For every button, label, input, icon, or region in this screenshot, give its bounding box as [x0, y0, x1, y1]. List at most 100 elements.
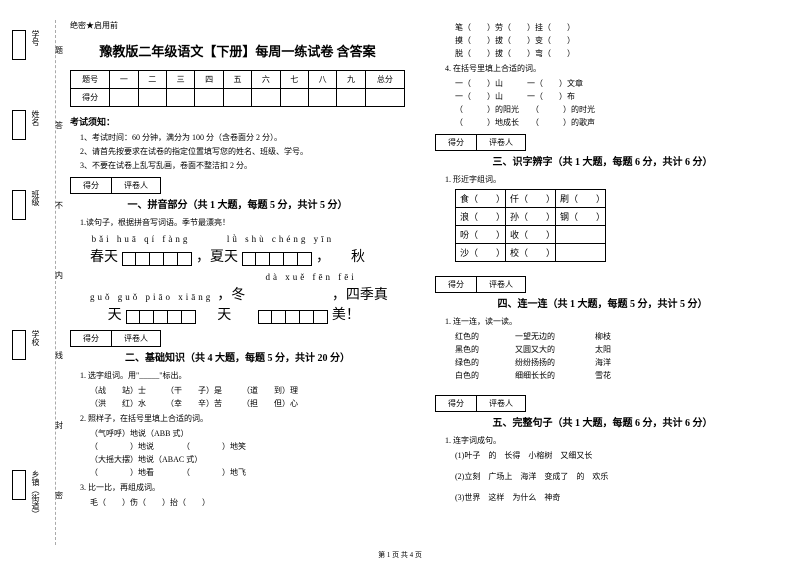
label-town: 乡镇（街道）	[30, 470, 41, 518]
option-line: （ ）地成长 （ ）的歌声	[435, 117, 770, 128]
cell: 浪（ ）	[456, 208, 506, 226]
th: 九	[337, 71, 365, 89]
text: 天	[108, 304, 122, 324]
char-boxes	[126, 310, 196, 324]
label-class: 班级	[30, 190, 41, 206]
grader-person: 评卷人	[477, 276, 526, 293]
grader-person: 评卷人	[112, 177, 161, 194]
cell: 钢（ ）	[556, 208, 606, 226]
margin-char: 题	[55, 45, 63, 56]
option-line: （洪 红）水 （幸 辛）苦 （担 但）心	[70, 398, 405, 409]
pinyin: dà xuě fēn fēi	[266, 272, 357, 282]
notice-head: 考试须知：	[70, 115, 405, 128]
section-3-title: 三、识字辨字（共 1 大题，每题 6 分，共计 6 分）	[435, 153, 770, 168]
grader-box: 得分 评卷人	[435, 134, 770, 151]
page-content: 绝密★启用前 豫教版二年级语文【下册】每周一练试卷 含答案 题号 一 二 三 四…	[0, 0, 800, 520]
match-row: 红色的一望无边的柳枝	[435, 331, 770, 342]
cell: 吩（ ）	[456, 226, 506, 244]
th: 七	[280, 71, 308, 89]
option-line: （大摇大摆）地说（ABAC 式）	[70, 454, 405, 465]
text: 春天	[90, 246, 118, 266]
cell: 刷（ ）	[556, 190, 606, 208]
match-row: 白色的细细长长的雪花	[435, 370, 770, 381]
margin-char: 线	[55, 350, 63, 361]
match-row: 绿色的纷纷扬扬的海洋	[435, 357, 770, 368]
s4-q: 1. 连一连，读一读。	[435, 316, 770, 327]
right-column: 笔（ ）劳（ ）挂（ ） 摸（ ）拔（ ）变（ ） 脱（ ）拔（ ）弯（ ） 4…	[435, 20, 770, 510]
score-table: 题号 一 二 三 四 五 六 七 八 九 总分 得分	[70, 70, 405, 107]
s2-q2: 2. 照样子，在括号里填上合适的词。	[70, 413, 405, 424]
char-boxes	[122, 252, 192, 266]
exam-title: 豫教版二年级语文【下册】每周一练试卷 含答案	[70, 41, 405, 60]
pinyin: lǜ shù chéng yīn	[227, 234, 334, 244]
th: 一	[110, 71, 138, 89]
sentence-line: (3)世界 这样 为什么 神奇	[435, 492, 770, 503]
char-table: 食（ ）仟（ ）刷（ ） 浪（ ）孙（ ）钢（ ） 吩（ ）收（ ） 沙（ ）校…	[455, 189, 606, 262]
notice-item: 1、考试时间：60 分钟，满分为 100 分（含卷面分 2 分）。	[70, 132, 405, 143]
left-column: 绝密★启用前 豫教版二年级语文【下册】每周一练试卷 含答案 题号 一 二 三 四…	[70, 20, 405, 510]
box-name	[12, 110, 26, 140]
th: 总分	[365, 71, 404, 89]
option-line: 毛（ ）伤（ ）抬（ ）	[70, 497, 405, 508]
page-footer: 第 1 页 共 4 页	[0, 550, 800, 560]
th: 六	[252, 71, 280, 89]
section-4-title: 四、连一连（共 1 大题，每题 5 分，共计 5 分）	[435, 295, 770, 310]
pinyin-row-2: guǒ guǒ piāo xiāng 天 dà xuě fēn fēi ，冬天 …	[70, 272, 405, 324]
grader-person: 评卷人	[112, 330, 161, 347]
section-5-title: 五、完整句子（共 1 大题，每题 6 分，共计 6 分）	[435, 414, 770, 429]
cell: 孙（ ）	[506, 208, 556, 226]
cell: 沙（ ）	[456, 244, 506, 262]
margin-char: 内	[55, 270, 63, 281]
s1-question: 1.读句子，根据拼音写词语。季节最漂亮！	[70, 217, 405, 228]
grader-box: 得分 评卷人	[70, 177, 405, 194]
cell: 仟（ ）	[506, 190, 556, 208]
label-id: 学号	[30, 30, 41, 46]
grader-person: 评卷人	[477, 134, 526, 151]
th-score: 得分	[71, 89, 110, 107]
match-row: 黑色的又圆又大的太阳	[435, 344, 770, 355]
notice-item: 2、请首先按要求在试卷的指定位置填写您的姓名、班级、学号。	[70, 146, 405, 157]
option-line: 笔（ ）劳（ ）挂（ ）	[435, 22, 770, 33]
char-boxes	[242, 252, 312, 266]
grader-box: 得分 评卷人	[70, 330, 405, 347]
pinyin: guǒ guǒ piāo xiāng	[90, 292, 213, 302]
grader-score: 得分	[70, 330, 112, 347]
text: ，夏天	[196, 246, 238, 266]
box-class	[12, 190, 26, 220]
margin-char: 答	[55, 120, 63, 131]
text: ，四季真美！	[332, 284, 405, 324]
notice-item: 3、不要在试卷上乱写乱画，卷面不整洁扣 2 分。	[70, 160, 405, 171]
option-line: （ ）地说 （ ）地笑	[70, 441, 405, 452]
th: 二	[138, 71, 166, 89]
grader-score: 得分	[70, 177, 112, 194]
section-1-title: 一、拼音部分（共 1 大题，每题 5 分，共计 5 分）	[70, 196, 405, 211]
box-school	[12, 330, 26, 360]
box-id	[12, 30, 26, 60]
cell: 收（ ）	[506, 226, 556, 244]
text: ，冬天	[217, 284, 254, 324]
margin-char: 密	[55, 490, 63, 501]
pinyin: bǎi huā qí fàng	[92, 234, 191, 244]
margin-char: 不	[55, 200, 63, 211]
box-town	[12, 470, 26, 500]
option-line: （战 站）士 （干 子）是 （道 到）理	[70, 385, 405, 396]
s5-q: 1. 连字词成句。	[435, 435, 770, 446]
s3-q: 1. 形近字组词。	[435, 174, 770, 185]
section-2-title: 二、基础知识（共 4 大题，每题 5 分，共计 20 分）	[70, 349, 405, 364]
th: 五	[223, 71, 251, 89]
option-line: 一（ ）山 一（ ）文章	[435, 78, 770, 89]
option-line: （气呼呼）地说（ABB 式）	[70, 428, 405, 439]
th-num: 题号	[71, 71, 110, 89]
grader-box: 得分 评卷人	[435, 276, 770, 293]
text: ， 秋	[316, 246, 365, 266]
grader-score: 得分	[435, 395, 477, 412]
grader-score: 得分	[435, 134, 477, 151]
margin-char: 封	[55, 420, 63, 431]
s2-q4: 4. 在括号里填上合适的词。	[435, 63, 770, 74]
s2-q1: 1. 选字组词。用"_____"标出。	[70, 370, 405, 381]
option-line: 摸（ ）拔（ ）变（ ）	[435, 35, 770, 46]
th: 八	[308, 71, 336, 89]
binding-margin: 学号 题 姓名 答 班级 不 内 学校 线 封 乡镇（街道） 密	[10, 20, 60, 545]
option-line: 一（ ）山 一（ ）布	[435, 91, 770, 102]
th: 三	[166, 71, 194, 89]
